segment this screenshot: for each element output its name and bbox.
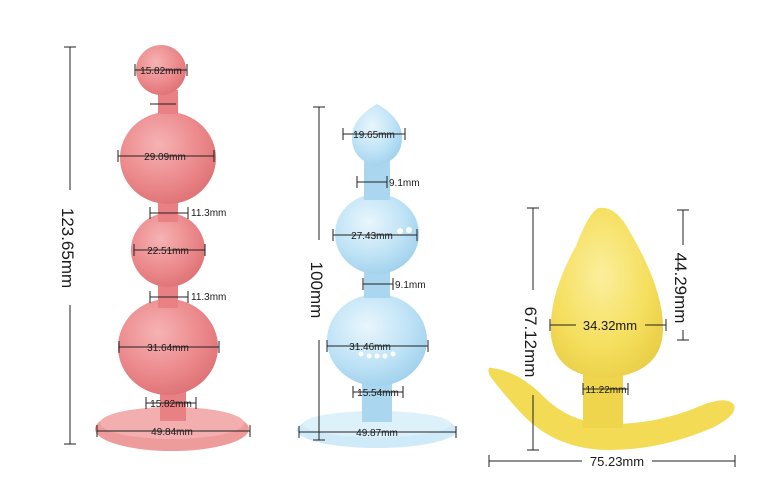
blue-neck1-label: 9.1mm [389, 178, 420, 189]
blue-bead-product [297, 104, 457, 448]
yellow-cone-height-label: 44.29mm [671, 253, 690, 324]
pink-stem-width-label: 15.82mm [150, 399, 192, 410]
pink-neck2-label: 11.3mm [191, 292, 226, 303]
blue-bead-1 [335, 194, 419, 274]
yellow-cone-width-label: 34.32mm [583, 318, 637, 333]
blue-bead1-width-label: 27.43mm [351, 231, 393, 242]
yellow-neck-label: 11.22mm [586, 385, 627, 396]
pink-bead1-width-label: 29.09mm [144, 152, 186, 163]
pink-base-width-label: 49.84mm [151, 427, 193, 438]
blue-bead-2 [327, 294, 427, 386]
pink-bead-1 [120, 112, 216, 204]
yellow-cone [550, 207, 664, 378]
pink-dimensions: 123.65mm 15.82mm 29.09mm 11.3mm 22.51mm … [58, 46, 251, 445]
yellow-neck [583, 372, 623, 428]
pink-bead2-width-label: 22.51mm [147, 246, 189, 257]
blue-dimensions: 100mm 19.65mm 9.1mm 27.43mm 9.1mm 31.46m… [298, 106, 457, 441]
blue-bead2-width-label: 31.46mm [349, 342, 391, 353]
pink-bead3-width-label: 31.64mm [147, 343, 189, 354]
blue-stem-width-label: 15.54mm [357, 388, 399, 399]
blue-stem [362, 382, 392, 422]
blue-tip-width-label: 19.65mm [353, 130, 395, 141]
pink-tip-width-label: 15.82mm [140, 66, 182, 77]
yellow-base-width-label: 75.23mm [590, 454, 644, 469]
yellow-curved-base [488, 367, 735, 450]
blue-tip [352, 104, 402, 166]
yellow-plug-product [488, 207, 735, 450]
yellow-height-label: 67.12mm [521, 307, 540, 378]
blue-base-width-label: 49.87mm [356, 428, 398, 439]
pink-height-label: 123.65mm [58, 208, 77, 288]
blue-neck2-label: 9.1mm [395, 280, 426, 291]
pink-bead-product [95, 45, 249, 451]
pink-neck1-label: 11.3mm [191, 208, 226, 219]
yellow-dimensions: 67.12mm 44.29mm 34.32mm 11.22mm 75.23mm [488, 207, 736, 469]
blue-height-label: 100mm [307, 262, 326, 319]
